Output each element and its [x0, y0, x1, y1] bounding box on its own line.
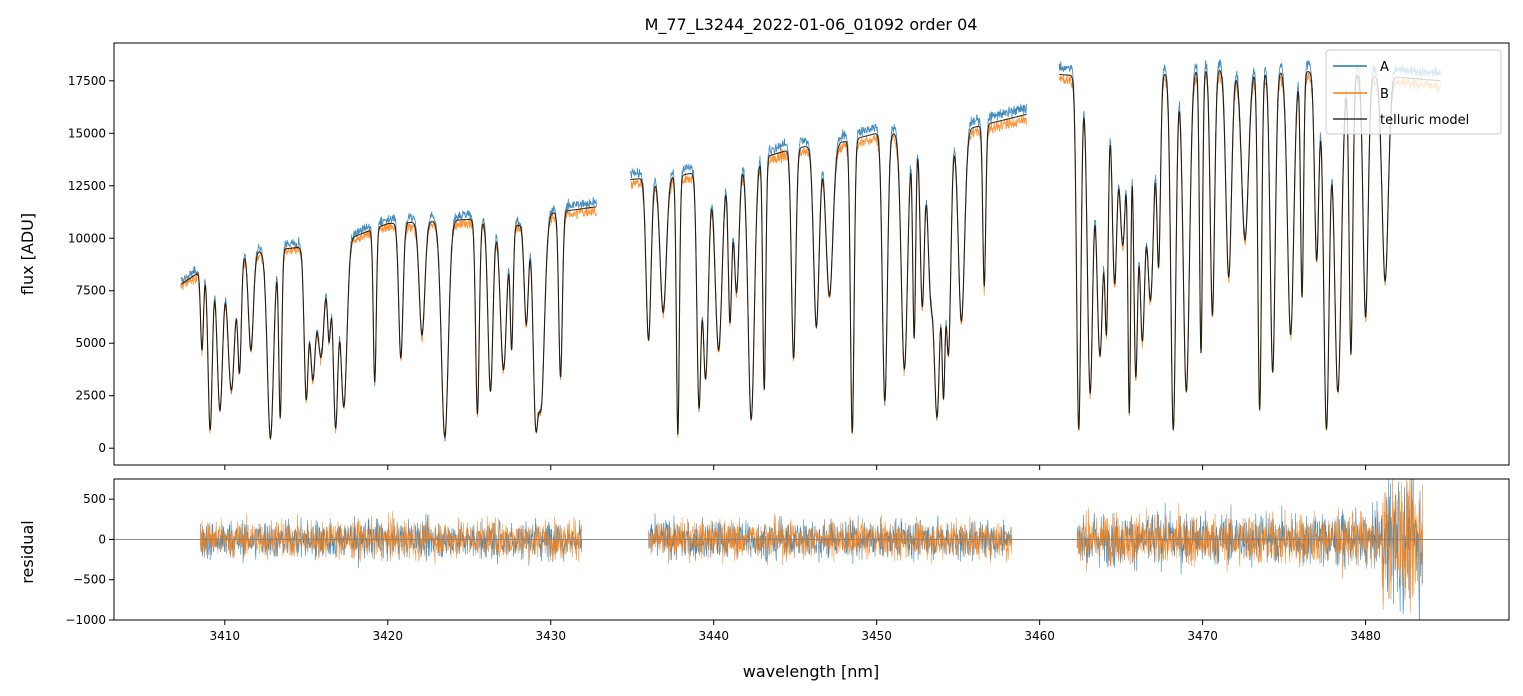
- x-tick-label: 3440: [698, 629, 729, 643]
- flux-axes-frame: [113, 42, 1510, 466]
- x-tick-label: 3430: [535, 629, 566, 643]
- residual-y-tick-label: 0: [98, 532, 106, 546]
- residual-y-tick-label: −1000: [65, 613, 106, 627]
- flux-y-axis-label: flux [ADU]: [18, 213, 37, 295]
- residual-y-axis: −1000 −500 0 500: [65, 492, 114, 627]
- legend: A B telluric model: [1325, 49, 1502, 135]
- flux-y-tick-label: 17500: [68, 74, 106, 88]
- flux-y-tick-label: 7500: [75, 284, 106, 298]
- residual-y-tick-label: −500: [73, 573, 106, 587]
- flux-y-tick-label: 15000: [68, 126, 106, 140]
- x-tick-label: 3450: [861, 629, 892, 643]
- x-tick-label: 3410: [210, 629, 241, 643]
- flux-y-tick-label: 0: [98, 441, 106, 455]
- x-axis-label: wavelength [nm]: [743, 662, 880, 681]
- flux-y-tick-label: 2500: [75, 389, 106, 403]
- x-tick-label: 3480: [1350, 629, 1381, 643]
- legend-label-model: telluric model: [1380, 113, 1469, 128]
- flux-y-tick-label: 5000: [75, 336, 106, 350]
- x-tick-label: 3470: [1187, 629, 1218, 643]
- flux-panel: 0 2500 5000 7500 10000 12500 15000 17500 flux […: [18, 42, 1510, 470]
- residual-b-line: [200, 479, 1423, 613]
- residual-y-tick-label: 500: [83, 492, 106, 506]
- legend-label-b: B: [1380, 87, 1389, 102]
- chart-title: M_77_L3244_2022-01-06_01092 order 04: [645, 15, 978, 35]
- x-tick-label: 3460: [1024, 629, 1055, 643]
- legend-frame: [1325, 49, 1502, 135]
- legend-label-a: A: [1380, 60, 1389, 75]
- flux-y-tick-label: 12500: [68, 179, 106, 193]
- flux-y-axis: 0 2500 5000 7500 10000 12500 15000 17500: [68, 74, 114, 455]
- flux-y-tick-label: 10000: [68, 231, 106, 245]
- residual-x-axis: 3410 3420 3430 3440 3450 3460 3470 3480: [210, 620, 1381, 643]
- residual-plot-area: [114, 479, 1509, 620]
- residual-y-axis-label: residual: [18, 520, 37, 583]
- residual-axes-frame: [113, 478, 1510, 621]
- flux-x-axis: [224, 465, 1367, 470]
- x-tick-label: 3420: [373, 629, 404, 643]
